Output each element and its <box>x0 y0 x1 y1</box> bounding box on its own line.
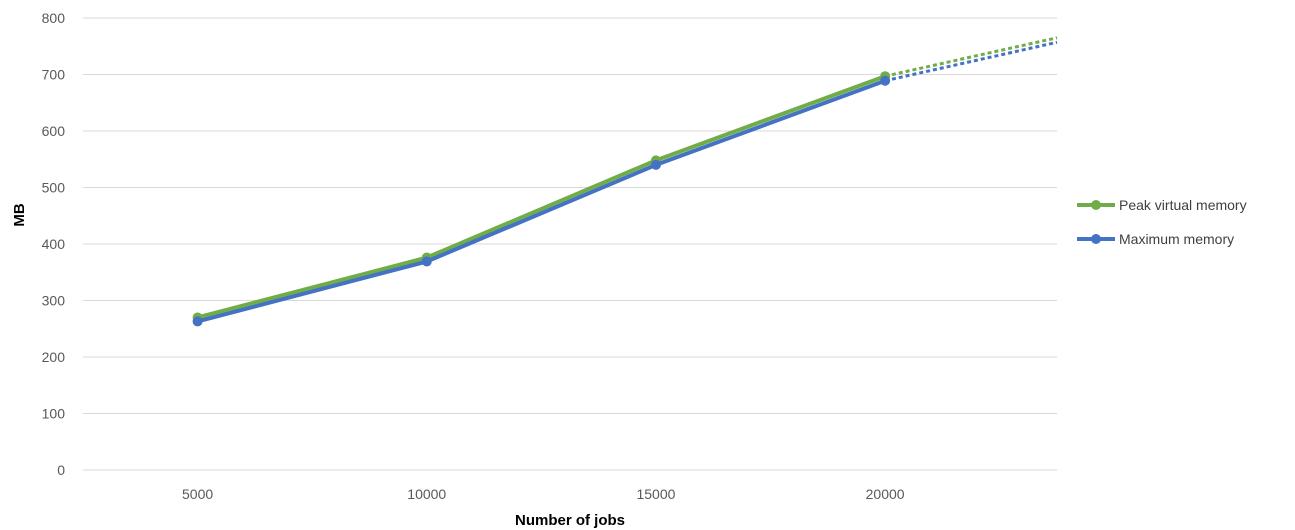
data-point <box>880 75 891 86</box>
trend-line <box>884 36 1058 78</box>
x-tick-label: 10000 <box>407 486 446 502</box>
legend-item: Maximum memory <box>1077 231 1234 247</box>
y-tick-label: 300 <box>42 293 66 309</box>
legend-label: Maximum memory <box>1119 231 1234 247</box>
data-point <box>650 159 661 170</box>
series-lines <box>192 36 1058 327</box>
y-axis-title: MB <box>11 203 28 226</box>
y-tick-label: 800 <box>42 10 66 26</box>
y-tick-label: 700 <box>42 67 66 83</box>
legend-swatch-marker <box>1091 234 1101 244</box>
series-line <box>197 74 886 320</box>
x-tick-label: 15000 <box>636 486 675 502</box>
gridlines <box>83 17 1057 471</box>
series-line <box>197 78 886 324</box>
legend-label: Peak virtual memory <box>1119 197 1247 213</box>
x-axis-ticks: 5000 10000 15000 20000 <box>182 486 905 502</box>
series-1 <box>192 40 1058 327</box>
y-tick-label: 500 <box>42 180 66 196</box>
trend-line <box>884 40 1058 83</box>
data-point <box>192 316 203 327</box>
legend-swatch-marker <box>1091 200 1101 210</box>
x-tick-label: 5000 <box>182 486 213 502</box>
y-tick-label: 600 <box>42 123 66 139</box>
x-axis-title: Number of jobs <box>515 512 625 529</box>
y-tick-label: 0 <box>57 462 65 478</box>
y-tick-label: 200 <box>42 349 66 365</box>
y-tick-label: 100 <box>42 406 66 422</box>
data-point <box>421 256 432 267</box>
y-tick-label: 400 <box>42 236 66 252</box>
x-tick-label: 20000 <box>866 486 905 502</box>
y-axis-ticks: 0 100 200 300 400 500 600 700 800 <box>42 10 66 478</box>
legend: Peak virtual memory Maximum memory <box>1077 197 1247 247</box>
legend-item: Peak virtual memory <box>1077 197 1247 213</box>
